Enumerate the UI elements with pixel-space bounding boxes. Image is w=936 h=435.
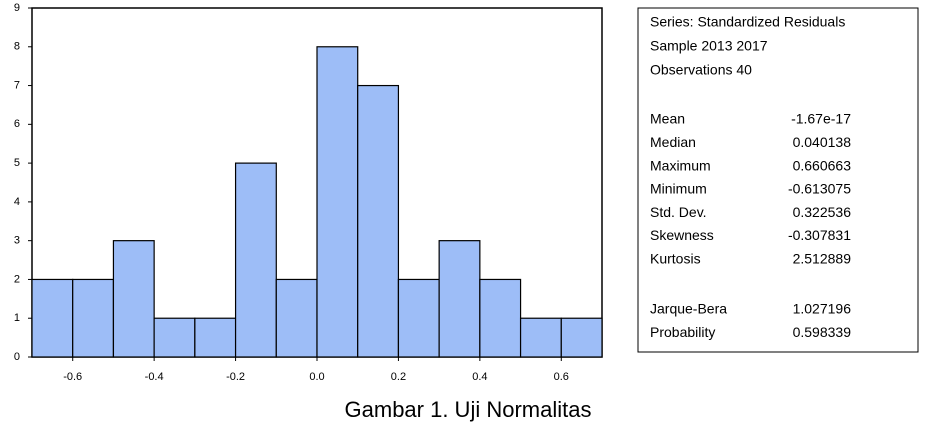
bar [357, 84, 400, 358]
stat-label: Median [650, 134, 696, 150]
bar [479, 278, 522, 358]
y-tick-label: 3 [14, 235, 20, 247]
stat-label: Kurtosis [650, 251, 701, 267]
bar [519, 317, 562, 358]
y-tick-label: 8 [14, 41, 20, 53]
bar [397, 278, 440, 358]
stat-value: 2.512889 [793, 251, 852, 267]
x-tick-label: 0.6 [554, 371, 569, 383]
stat-label: Skewness [650, 227, 714, 243]
stat-label: Mean [650, 111, 685, 127]
bar [72, 278, 115, 358]
y-tick-label: 7 [14, 79, 20, 91]
y-tick-label: 0 [14, 351, 20, 363]
bar [316, 46, 359, 358]
stat-value: 0.322536 [793, 204, 852, 220]
x-tick-label: 0.4 [472, 371, 487, 383]
bar [234, 162, 277, 358]
stat-value: 1.027196 [793, 301, 852, 317]
stats-header: Observations 40 [650, 62, 752, 78]
y-tick-label: 9 [14, 2, 20, 14]
stat-value: -1.67e-17 [791, 111, 851, 127]
x-tick-label: 0.2 [391, 371, 406, 383]
y-tick-label: 2 [14, 273, 20, 285]
stat-value: -0.307831 [788, 227, 851, 243]
y-tick-label: 1 [14, 312, 20, 324]
bar [31, 278, 74, 358]
stat-value: 0.660663 [793, 157, 852, 173]
x-tick-label: -0.6 [63, 371, 82, 383]
bar [275, 278, 318, 358]
stat-value: -0.613075 [788, 181, 851, 197]
stat-label: Jarque-Bera [650, 301, 727, 317]
bar [153, 317, 196, 358]
x-tick-label: -0.2 [226, 371, 245, 383]
stat-label: Probability [650, 324, 715, 340]
y-tick-label: 5 [14, 157, 20, 169]
y-tick-label: 4 [14, 196, 20, 208]
stats-header: Sample 2013 2017 [650, 38, 768, 54]
stats-header: Series: Standardized Residuals [650, 14, 845, 30]
bar [560, 317, 603, 358]
stats-box [637, 7, 919, 353]
bar [194, 317, 237, 358]
stat-label: Minimum [650, 181, 707, 197]
caption: Gambar 1. Uji Normalitas [345, 397, 592, 422]
bar [112, 240, 155, 358]
x-tick-label: -0.4 [145, 371, 164, 383]
y-tick-label: 6 [14, 118, 20, 130]
bar [438, 240, 481, 358]
stat-value: 0.598339 [793, 324, 852, 340]
stat-value: 0.040138 [793, 134, 852, 150]
stat-label: Maximum [650, 157, 711, 173]
x-tick-label: 0.0 [309, 371, 324, 383]
stat-label: Std. Dev. [650, 204, 707, 220]
